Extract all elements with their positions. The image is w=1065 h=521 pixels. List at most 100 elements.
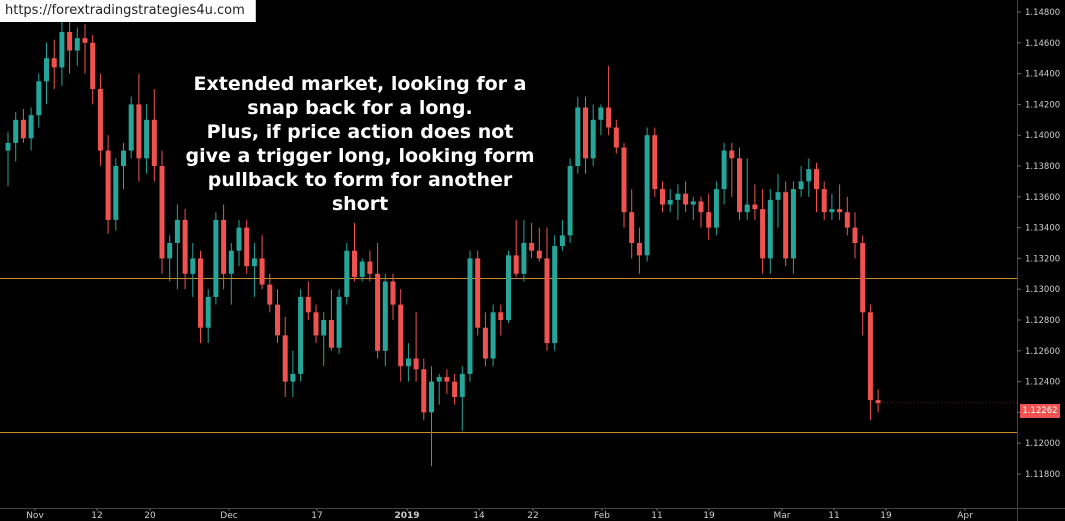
x-tick-label: 14 [473,511,485,521]
x-tick-label: 11 [828,511,839,521]
y-tick-label: 1.14000 [1025,131,1060,141]
candle-body [336,296,342,348]
candle-body [251,258,257,267]
candle-body [213,219,219,297]
candle-body [228,250,234,274]
x-tick-label: 12 [91,511,102,521]
candle-body [544,258,550,344]
candle-body [221,219,227,274]
candle-body [613,127,619,148]
candle-body [321,320,327,336]
candle-body [752,204,758,210]
candle-body [97,89,103,151]
source-url-label: https://forextradingstrategies4u.com [0,0,256,22]
x-tick-label: Apr [957,511,973,521]
candle-body [244,227,250,267]
candle-body [136,104,142,159]
candle-body [20,119,26,139]
candle-body [552,246,558,344]
candle-body [275,304,280,336]
y-tick-label: 1.14600 [1025,39,1060,49]
candle-body [67,32,73,51]
candle-body [44,58,49,82]
candle-body [729,150,735,159]
candle-body [444,376,450,382]
candle-body [405,358,411,367]
y-tick-label: 1.12400 [1025,378,1060,388]
y-tick-label: 1.14200 [1025,100,1060,110]
candle-body [105,150,111,220]
candle-body [598,107,604,120]
candle-body [644,135,650,256]
x-tick-label: 19 [703,511,715,521]
candle-body [436,376,442,382]
candle-body [459,373,465,397]
y-tick-label: 1.11800 [1025,470,1060,480]
y-tick-label: 1.13800 [1025,162,1060,172]
candle-body [683,193,689,205]
candle-body [660,189,665,205]
candle-body [706,212,712,228]
candle-body [760,209,766,259]
candle-body [498,312,504,320]
candle-body [390,281,396,305]
candle-body [467,258,473,374]
candle-body [128,104,134,151]
candle-body [305,296,311,313]
candle-body [621,147,627,213]
candle-body [860,243,866,313]
candle-body [690,201,696,205]
candle-body [521,243,527,274]
x-tick-label: 2019 [394,511,419,521]
candle-body [298,296,304,374]
candle-body [413,358,419,370]
current-price-badge: 1.12262 [1020,404,1060,418]
candle-body [382,281,388,351]
candle-body [675,193,681,200]
candle-body [783,192,789,259]
candle-body [506,255,511,320]
x-tick-label: 22 [527,511,538,521]
x-tick-label: Dec [220,511,237,521]
candle-body [359,261,365,277]
candle-body [475,258,481,328]
candle-body [482,327,488,359]
candle-body [606,107,612,128]
candle-body [814,169,819,190]
candle-body [5,142,11,151]
candle-body [775,192,781,200]
x-tick-label: 20 [144,511,156,521]
candle-body [713,189,719,228]
y-tick-label: 1.13000 [1025,285,1060,295]
candle-body [159,166,165,259]
candle-body [144,119,150,159]
candle-body [636,243,642,256]
candle-body [567,166,573,236]
candle-body [590,119,596,159]
y-tick-label: 1.14800 [1025,8,1060,18]
candle-body [328,320,334,348]
candle-body [798,181,804,190]
candle-body [429,381,434,413]
candle-body [51,58,57,68]
candle-body [452,381,458,397]
y-tick-label: 1.12600 [1025,347,1060,357]
candle-body [844,212,850,228]
candle-body [398,304,404,367]
candle-body [829,209,835,213]
candle-body [290,373,296,382]
x-tick-label: 11 [651,511,662,521]
candle-body [583,107,588,159]
candle-body [721,150,727,190]
candle-body [852,227,858,243]
candle-body [151,119,157,166]
candle-body [698,201,704,213]
candle-body [198,258,203,328]
candle-body [875,400,881,404]
candle-body [167,243,173,259]
x-tick-label: 19 [880,511,892,521]
candle-body [267,284,273,305]
candle-body [259,258,265,285]
candle-body [121,150,126,166]
candle-body [559,235,565,247]
